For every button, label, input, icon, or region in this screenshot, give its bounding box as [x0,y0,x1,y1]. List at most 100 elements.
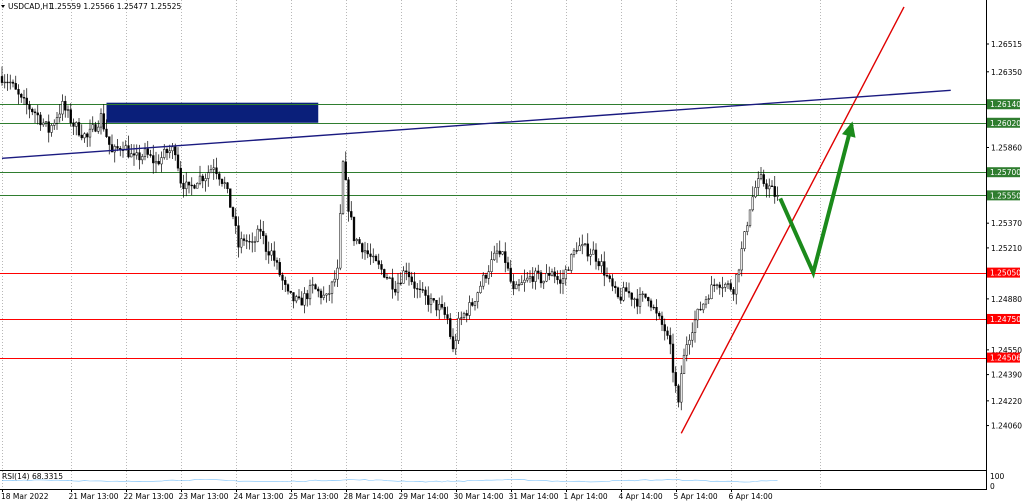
candle [284,276,287,292]
candle-body [526,277,529,281]
candle-body [509,268,512,282]
candle-body [187,181,191,186]
candle [182,174,185,198]
candle-body [209,169,213,173]
candle [402,266,405,284]
candle-body [413,281,416,289]
candle [372,248,375,264]
candle [0,66,4,86]
candle [209,164,213,174]
candle [204,173,207,192]
candle [196,182,199,189]
projection-arrow [778,123,854,279]
candle [9,74,12,90]
candle-body [215,167,218,175]
candle [586,233,589,262]
candle-body [608,275,611,279]
candle-body [520,282,523,285]
candle-body [292,292,295,302]
candle [245,234,248,250]
candle [132,144,136,166]
candle [388,276,391,279]
candle [449,313,452,340]
candle-body [218,173,221,180]
candle-body [278,262,281,276]
candle [328,284,331,302]
candle-body [636,298,639,307]
candle-body [641,293,644,295]
candle [482,272,485,290]
candle [264,233,268,261]
candle-body [105,128,108,137]
candle [567,266,570,271]
candle [713,278,716,293]
candle-body [303,293,306,306]
candle-body [586,243,589,257]
x-tick-label: 24 Mar 13:00 [234,492,284,501]
candle-body [545,273,548,282]
candle [660,311,664,331]
candle [88,119,92,147]
x-tick-label: 23 Mar 13:00 [179,492,229,501]
candle-body [407,271,411,278]
candle [534,267,537,290]
candle-body [308,285,312,300]
candle [149,149,152,158]
candle-body [724,283,727,288]
candle [432,297,435,303]
candle-body [438,304,441,311]
candle [484,272,488,284]
candle-body [245,240,248,242]
candle [446,306,449,325]
candle [636,289,639,315]
candle-body [361,243,364,253]
candle [391,268,394,299]
candle [462,311,466,320]
candle-body [754,187,757,198]
candle [688,334,691,355]
candle [317,286,320,298]
candle [152,144,155,174]
candle-body [58,113,61,118]
candle [193,183,196,190]
candle [347,176,350,222]
candle-body [116,146,119,149]
candle [20,92,23,103]
candle-body [25,97,28,105]
candle-body [652,306,655,309]
candle [99,108,103,135]
candle-body [256,228,259,242]
candle [435,299,438,317]
candle-body [284,280,287,285]
candle [740,241,743,277]
rsi-scale-top: 100 [990,472,1005,481]
candle-body [248,241,251,243]
price-tag-1.26140 [987,99,1020,110]
candle-body [152,155,155,164]
candle-body [495,250,499,254]
candle [696,308,699,329]
symbol-dropdown-icon[interactable] [1,5,5,8]
candle [377,253,380,270]
candle-body [454,340,457,350]
candle-body [352,216,356,242]
price-tag-1.24506 [987,352,1020,363]
candle [231,206,235,220]
candle [50,123,53,137]
candle-body [141,156,144,161]
candle [143,142,147,161]
candle-body [765,183,768,190]
candle [64,95,67,118]
candle-body [707,298,710,300]
candle-body [402,270,405,284]
candle-body [658,312,661,317]
candle [440,295,444,310]
y-tick-label: 1.24880 [991,295,1022,304]
candle [42,118,45,127]
candle-body [336,267,339,280]
candle-body [421,289,424,291]
candle [366,243,369,259]
candle [572,248,576,258]
candle-body [567,269,570,271]
